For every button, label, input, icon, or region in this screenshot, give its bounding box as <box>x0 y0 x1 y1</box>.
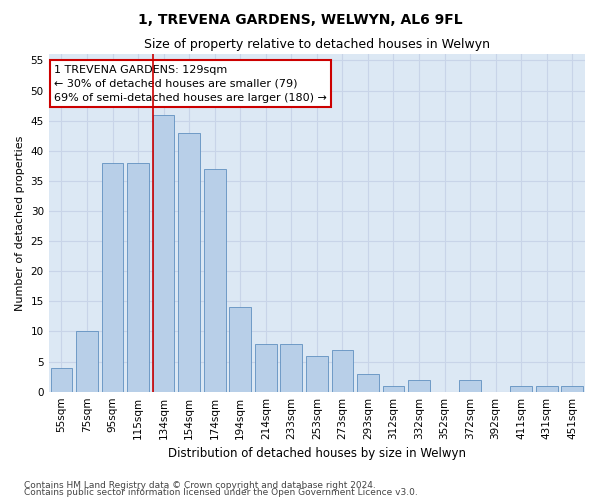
Text: 1, TREVENA GARDENS, WELWYN, AL6 9FL: 1, TREVENA GARDENS, WELWYN, AL6 9FL <box>137 12 463 26</box>
Bar <box>536 386 557 392</box>
Title: Size of property relative to detached houses in Welwyn: Size of property relative to detached ho… <box>144 38 490 51</box>
Text: Contains public sector information licensed under the Open Government Licence v3: Contains public sector information licen… <box>24 488 418 497</box>
Bar <box>306 356 328 392</box>
Bar <box>280 344 302 392</box>
Bar <box>408 380 430 392</box>
Bar <box>153 114 175 392</box>
X-axis label: Distribution of detached houses by size in Welwyn: Distribution of detached houses by size … <box>168 447 466 460</box>
Bar <box>229 308 251 392</box>
Bar <box>510 386 532 392</box>
Bar <box>127 163 149 392</box>
Bar <box>178 132 200 392</box>
Bar <box>459 380 481 392</box>
Bar <box>357 374 379 392</box>
Bar <box>76 332 98 392</box>
Text: 1 TREVENA GARDENS: 129sqm
← 30% of detached houses are smaller (79)
69% of semi-: 1 TREVENA GARDENS: 129sqm ← 30% of detac… <box>54 64 327 102</box>
Bar <box>332 350 353 392</box>
Bar <box>255 344 277 392</box>
Bar <box>562 386 583 392</box>
Bar <box>204 169 226 392</box>
Text: Contains HM Land Registry data © Crown copyright and database right 2024.: Contains HM Land Registry data © Crown c… <box>24 480 376 490</box>
Y-axis label: Number of detached properties: Number of detached properties <box>15 136 25 311</box>
Bar <box>50 368 72 392</box>
Bar <box>383 386 404 392</box>
Bar <box>101 163 124 392</box>
